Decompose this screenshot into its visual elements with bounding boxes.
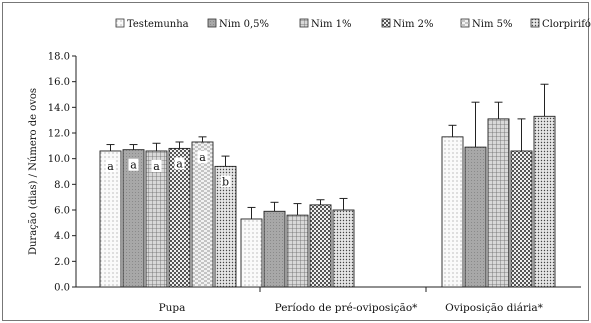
legend-swatch bbox=[530, 18, 540, 28]
data-label: a bbox=[199, 151, 206, 164]
x-tick-label: Oviposição diária* bbox=[445, 302, 543, 314]
legend-label: Nim 2% bbox=[393, 19, 433, 30]
legend-label: Nim 0,5% bbox=[219, 19, 269, 30]
bar bbox=[332, 209, 355, 288]
bar bbox=[309, 204, 332, 288]
data-label-bg bbox=[128, 158, 139, 171]
data-label: a bbox=[107, 160, 114, 173]
bar bbox=[441, 136, 464, 288]
legend-label: Nim 5% bbox=[472, 19, 512, 30]
x-tick-label: Período de pré-oviposição* bbox=[275, 302, 419, 314]
legend-label: Nim 1% bbox=[311, 19, 351, 30]
y-tick-label: 12.0 bbox=[48, 129, 70, 140]
legend: Testemunha Nim 0,5% Nim 1% Nim 2% Nim 5% Clor… bbox=[115, 18, 591, 30]
data-label: a bbox=[130, 159, 137, 172]
y-tick-label: 16.0 bbox=[48, 77, 70, 88]
bar bbox=[487, 118, 510, 288]
data-label: a bbox=[176, 157, 183, 170]
data-label: a bbox=[153, 160, 160, 173]
bars: a a a a a b Pupa Período de pré-oviposição* Ovip… bbox=[99, 83, 556, 314]
legend-label: Clorpirifós bbox=[542, 19, 591, 30]
x-tick-label: Pupa bbox=[159, 302, 186, 314]
legend-swatch bbox=[381, 18, 391, 28]
y-tick-label: 0.0 bbox=[54, 283, 70, 294]
y-tick-label: 6.0 bbox=[54, 206, 70, 217]
y-tick-label: 18.0 bbox=[48, 52, 70, 63]
data-label-bg bbox=[174, 157, 185, 170]
bar bbox=[510, 150, 533, 288]
legend-swatch bbox=[115, 18, 125, 28]
data-label: b bbox=[222, 175, 229, 188]
bar bbox=[464, 146, 487, 288]
bar bbox=[286, 214, 309, 288]
legend-label: Testemunha bbox=[127, 19, 189, 30]
y-tick-label: 14.0 bbox=[48, 103, 70, 114]
legend-swatch bbox=[299, 18, 309, 28]
y-tick-label: 10.0 bbox=[48, 154, 70, 165]
legend-swatch bbox=[460, 18, 470, 28]
data-label-bg bbox=[220, 175, 231, 188]
bar bbox=[263, 210, 286, 288]
y-tick-label: 2.0 bbox=[54, 257, 70, 268]
bar bbox=[240, 218, 263, 288]
y-tick-label: 8.0 bbox=[54, 180, 70, 191]
data-label-bg bbox=[151, 159, 162, 172]
bar bbox=[533, 115, 556, 288]
y-axis-label: Duração (dias) / Número de ovos bbox=[28, 88, 39, 255]
y-tick-label: 4.0 bbox=[54, 231, 70, 242]
legend-swatch bbox=[207, 18, 217, 28]
data-label-bg bbox=[105, 159, 116, 172]
data-label-bg bbox=[197, 150, 208, 163]
